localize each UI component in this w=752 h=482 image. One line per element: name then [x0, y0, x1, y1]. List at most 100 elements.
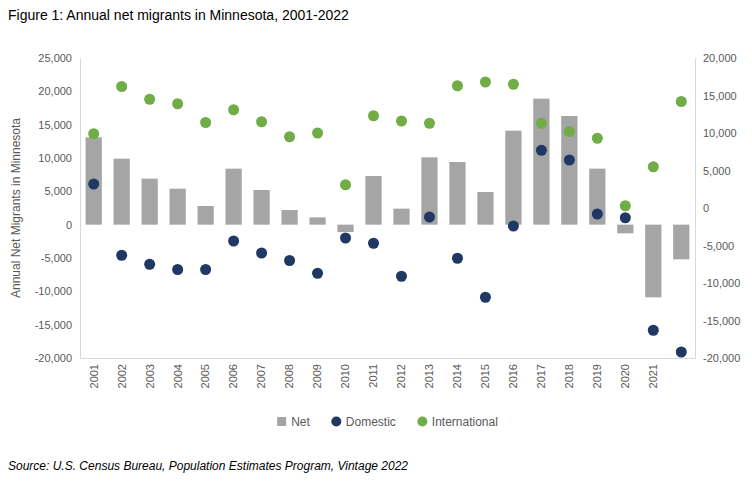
bar	[198, 206, 214, 225]
tick-label: 2021	[647, 364, 659, 388]
tick-label: 2012	[395, 364, 407, 388]
point-series	[88, 77, 687, 212]
bar	[170, 189, 186, 225]
tick-label: 2017	[535, 364, 547, 388]
tick-label: 0	[66, 219, 72, 231]
point	[312, 128, 323, 139]
point	[200, 117, 211, 128]
tick-label: -20,000	[703, 352, 740, 364]
point	[648, 325, 659, 336]
source-note: Source: U.S. Census Bureau, Population E…	[8, 459, 408, 473]
tick: 2008	[283, 358, 295, 388]
point	[256, 116, 267, 127]
tick: -5,000	[695, 240, 734, 252]
bar	[673, 225, 689, 260]
tick: 2012	[395, 358, 407, 388]
point	[676, 96, 687, 107]
point	[368, 110, 379, 121]
legend-label: Domestic	[346, 415, 396, 429]
tick: -20,000	[695, 352, 740, 364]
tick: 15,000	[695, 90, 737, 102]
tick: 20,000	[38, 85, 80, 97]
point-series	[88, 145, 687, 358]
tick: -10,000	[695, 277, 740, 289]
point	[676, 347, 687, 358]
tick: 2013	[423, 358, 435, 388]
tick: 2011	[367, 358, 379, 388]
tick-label: -10,000	[35, 285, 72, 297]
tick: 5,000	[695, 165, 731, 177]
point	[424, 118, 435, 129]
tick-label: 20,000	[38, 85, 72, 97]
tick-label: 10,000	[703, 127, 737, 139]
tick-label: -10,000	[703, 277, 740, 289]
bar	[86, 137, 102, 224]
tick: 2018	[563, 358, 575, 388]
point	[620, 200, 631, 211]
point	[172, 98, 183, 109]
title: Figure 1: Annual net migrants in Minneso…	[8, 7, 349, 23]
tick-label: 0	[703, 202, 709, 214]
point	[480, 292, 491, 303]
tick: 0	[66, 219, 80, 231]
tick-label: 15,000	[38, 119, 72, 131]
tick-label: 2013	[423, 364, 435, 388]
tick-label: 2007	[255, 364, 267, 388]
tick-label: 5,000	[44, 185, 72, 197]
legend: Net Domestic International	[277, 415, 498, 429]
tick: 0	[695, 202, 709, 214]
point	[396, 271, 407, 282]
tick: 2001	[88, 358, 100, 388]
tick: 2016	[507, 358, 519, 388]
bar	[142, 179, 158, 225]
tick: 10,000	[695, 127, 737, 139]
point	[256, 248, 267, 259]
plot-area	[86, 77, 690, 358]
bar	[225, 169, 241, 225]
tick-label: -5,000	[41, 252, 72, 264]
tick: 2003	[144, 358, 156, 388]
bar-series	[86, 99, 690, 298]
tick: 2017	[535, 358, 547, 388]
tick: 10,000	[38, 152, 80, 164]
bar	[617, 225, 633, 234]
bar	[477, 192, 493, 225]
legend-label: International	[432, 415, 498, 429]
tick-label: 20,000	[703, 52, 737, 64]
legend-swatch	[331, 417, 341, 427]
tick-label: 2018	[563, 364, 575, 388]
legend-item: Net	[277, 415, 310, 429]
tick: 20,000	[695, 52, 737, 64]
point	[340, 179, 351, 190]
tick-label: 15,000	[703, 90, 737, 102]
point	[592, 133, 603, 144]
tick: 2004	[172, 358, 184, 388]
tick-label: 2006	[227, 364, 239, 388]
bar	[365, 176, 381, 225]
tick-label: 2019	[591, 364, 603, 388]
tick-label: 5,000	[703, 165, 731, 177]
bar	[337, 225, 353, 232]
chart: Figure 1: Annual net migrants in Minneso…	[0, 0, 752, 482]
tick: 2020	[619, 358, 631, 388]
point	[620, 212, 631, 223]
bar	[449, 162, 465, 225]
bar	[589, 169, 605, 225]
tick-label: 2015	[479, 364, 491, 388]
legend-swatch	[417, 417, 427, 427]
point	[200, 264, 211, 275]
tick: 2010	[339, 358, 351, 388]
point	[452, 80, 463, 91]
bar	[281, 210, 297, 225]
x-axis: 2001200220032004200520062007200820092010…	[81, 358, 696, 388]
point	[116, 81, 127, 92]
tick-label: 2001	[88, 364, 100, 388]
point	[424, 212, 435, 223]
y-axis: -20,000-15,000-10,000-5,00005,00010,0001…	[35, 52, 81, 364]
tick-label: 10,000	[38, 152, 72, 164]
tick: 5,000	[44, 185, 80, 197]
tick: 2015	[479, 358, 491, 388]
point	[368, 238, 379, 249]
legend-item: Domestic	[331, 415, 396, 429]
tick-label: 25,000	[38, 52, 72, 64]
